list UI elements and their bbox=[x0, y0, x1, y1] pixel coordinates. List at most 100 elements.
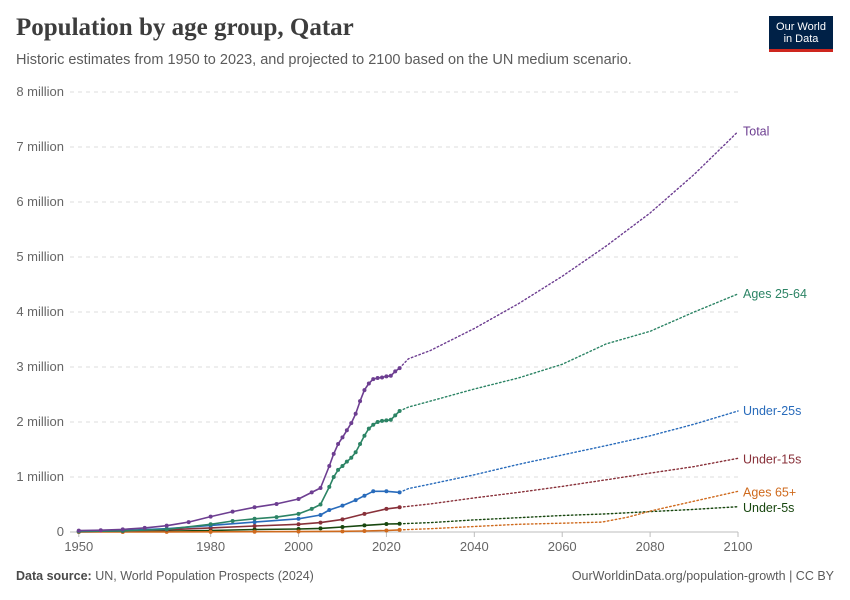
series-data-point bbox=[274, 501, 279, 506]
series-data-point bbox=[76, 528, 81, 533]
series-data-point bbox=[362, 493, 367, 498]
series-data-point bbox=[397, 409, 402, 413]
y-tick-label: 4 million bbox=[16, 304, 64, 319]
y-tick-label: 0 bbox=[57, 524, 64, 539]
series-data-point bbox=[353, 411, 358, 416]
series-data-point bbox=[296, 497, 301, 501]
series-projection-line bbox=[398, 490, 739, 531]
series-data-point bbox=[252, 520, 257, 525]
series-data-point bbox=[384, 528, 389, 533]
series-data-point bbox=[362, 433, 367, 438]
series-data-point bbox=[371, 489, 376, 494]
series-data-point bbox=[375, 420, 380, 424]
series-data-point bbox=[397, 521, 402, 526]
series-data-point bbox=[252, 516, 257, 521]
series-historic-line bbox=[78, 367, 401, 532]
series-data-point bbox=[362, 529, 367, 534]
logo-line-1: Our World bbox=[776, 20, 826, 33]
series-data-point bbox=[371, 377, 376, 382]
series-data-point bbox=[366, 426, 371, 431]
series-end-label: Total bbox=[743, 125, 769, 139]
series-data-point bbox=[380, 418, 385, 423]
series-data-point bbox=[331, 451, 336, 456]
x-tick-label: 2100 bbox=[724, 539, 753, 554]
series-data-point bbox=[340, 503, 345, 508]
chart-subtitle: Historic estimates from 1950 to 2023, an… bbox=[16, 52, 632, 68]
series-data-point bbox=[208, 514, 213, 519]
y-tick-label: 3 million bbox=[16, 359, 64, 374]
series-data-point bbox=[384, 506, 389, 511]
y-tick-label: 2 million bbox=[16, 414, 64, 429]
series-data-point bbox=[164, 523, 169, 528]
series-projection-line bbox=[398, 293, 739, 412]
series-data-point bbox=[340, 435, 345, 440]
series-data-point bbox=[340, 464, 345, 468]
series-data-point bbox=[274, 515, 279, 520]
x-tick-label: 2040 bbox=[460, 539, 489, 554]
series-data-point bbox=[388, 417, 393, 422]
series-data-point bbox=[296, 511, 301, 516]
data-source-text: UN, World Population Prospects (2024) bbox=[95, 569, 314, 583]
owid-logo[interactable]: Our World in Data bbox=[769, 16, 833, 52]
series-data-point bbox=[393, 413, 398, 418]
y-tick-label: 7 million bbox=[16, 139, 64, 154]
series-data-point bbox=[230, 509, 235, 514]
series-data-point bbox=[208, 522, 213, 527]
y-tick-label: 8 million bbox=[16, 84, 64, 99]
series-projection-line bbox=[398, 410, 739, 494]
series-data-point bbox=[380, 375, 385, 380]
series-data-point bbox=[336, 442, 341, 446]
series-data-point bbox=[362, 523, 367, 528]
series-data-point bbox=[327, 464, 332, 468]
x-tick-label: 2080 bbox=[636, 539, 665, 554]
series-data-point bbox=[318, 486, 323, 490]
series-data-point bbox=[366, 381, 371, 386]
footer-url[interactable]: OurWorldinData.org/population-growth | C… bbox=[571, 569, 834, 583]
series-data-point bbox=[309, 506, 314, 511]
series-end-label: Ages 65+ bbox=[743, 485, 796, 499]
series-data-point bbox=[252, 523, 257, 528]
x-tick-label: 2000 bbox=[284, 539, 313, 554]
series-data-point bbox=[318, 520, 323, 525]
series-data-point bbox=[340, 525, 345, 530]
series-data-point bbox=[397, 366, 402, 371]
series-end-label: Under-5s bbox=[743, 501, 794, 515]
series-data-point bbox=[318, 502, 323, 507]
series-data-point bbox=[371, 422, 376, 427]
series-data-point bbox=[397, 490, 402, 495]
series-data-point bbox=[296, 516, 301, 521]
series-data-point bbox=[362, 511, 367, 516]
series-data-point bbox=[336, 467, 341, 472]
series-historic-line bbox=[78, 529, 400, 533]
series-data-point bbox=[344, 459, 349, 464]
series-data-point bbox=[358, 442, 363, 446]
series-data-point bbox=[296, 522, 301, 527]
series-data-point bbox=[384, 522, 389, 527]
series-projection-line bbox=[398, 506, 739, 525]
y-tick-label: 1 million bbox=[16, 469, 64, 484]
series-data-point bbox=[327, 508, 332, 512]
series-data-point bbox=[164, 527, 169, 532]
series-historic-line bbox=[78, 490, 400, 532]
series-end-label: Ages 25-64 bbox=[743, 287, 807, 301]
x-tick-label: 2020 bbox=[372, 539, 401, 554]
series-data-point bbox=[340, 529, 345, 534]
series-data-point bbox=[230, 519, 235, 523]
series-data-point bbox=[344, 428, 349, 433]
series-data-point bbox=[397, 527, 402, 532]
series-data-point bbox=[120, 527, 125, 532]
series-data-point bbox=[318, 526, 323, 531]
line-chart: 0 1 million 2 million 3 million 4 million 5 m… bbox=[16, 84, 807, 554]
y-tick-label: 5 million bbox=[16, 249, 64, 264]
series-end-label: Under-15s bbox=[743, 452, 801, 466]
series-projection-line bbox=[398, 457, 739, 508]
series-data-point bbox=[384, 489, 389, 494]
series-end-label: Under-25s bbox=[743, 404, 801, 418]
series-data-point bbox=[186, 520, 191, 525]
series-data-point bbox=[349, 421, 354, 426]
series-data-point bbox=[384, 374, 389, 379]
series-historic-line bbox=[78, 410, 401, 533]
x-tick-label: 1950 bbox=[64, 539, 93, 554]
series-data-point bbox=[384, 418, 389, 423]
x-tick-label: 1980 bbox=[196, 539, 225, 554]
